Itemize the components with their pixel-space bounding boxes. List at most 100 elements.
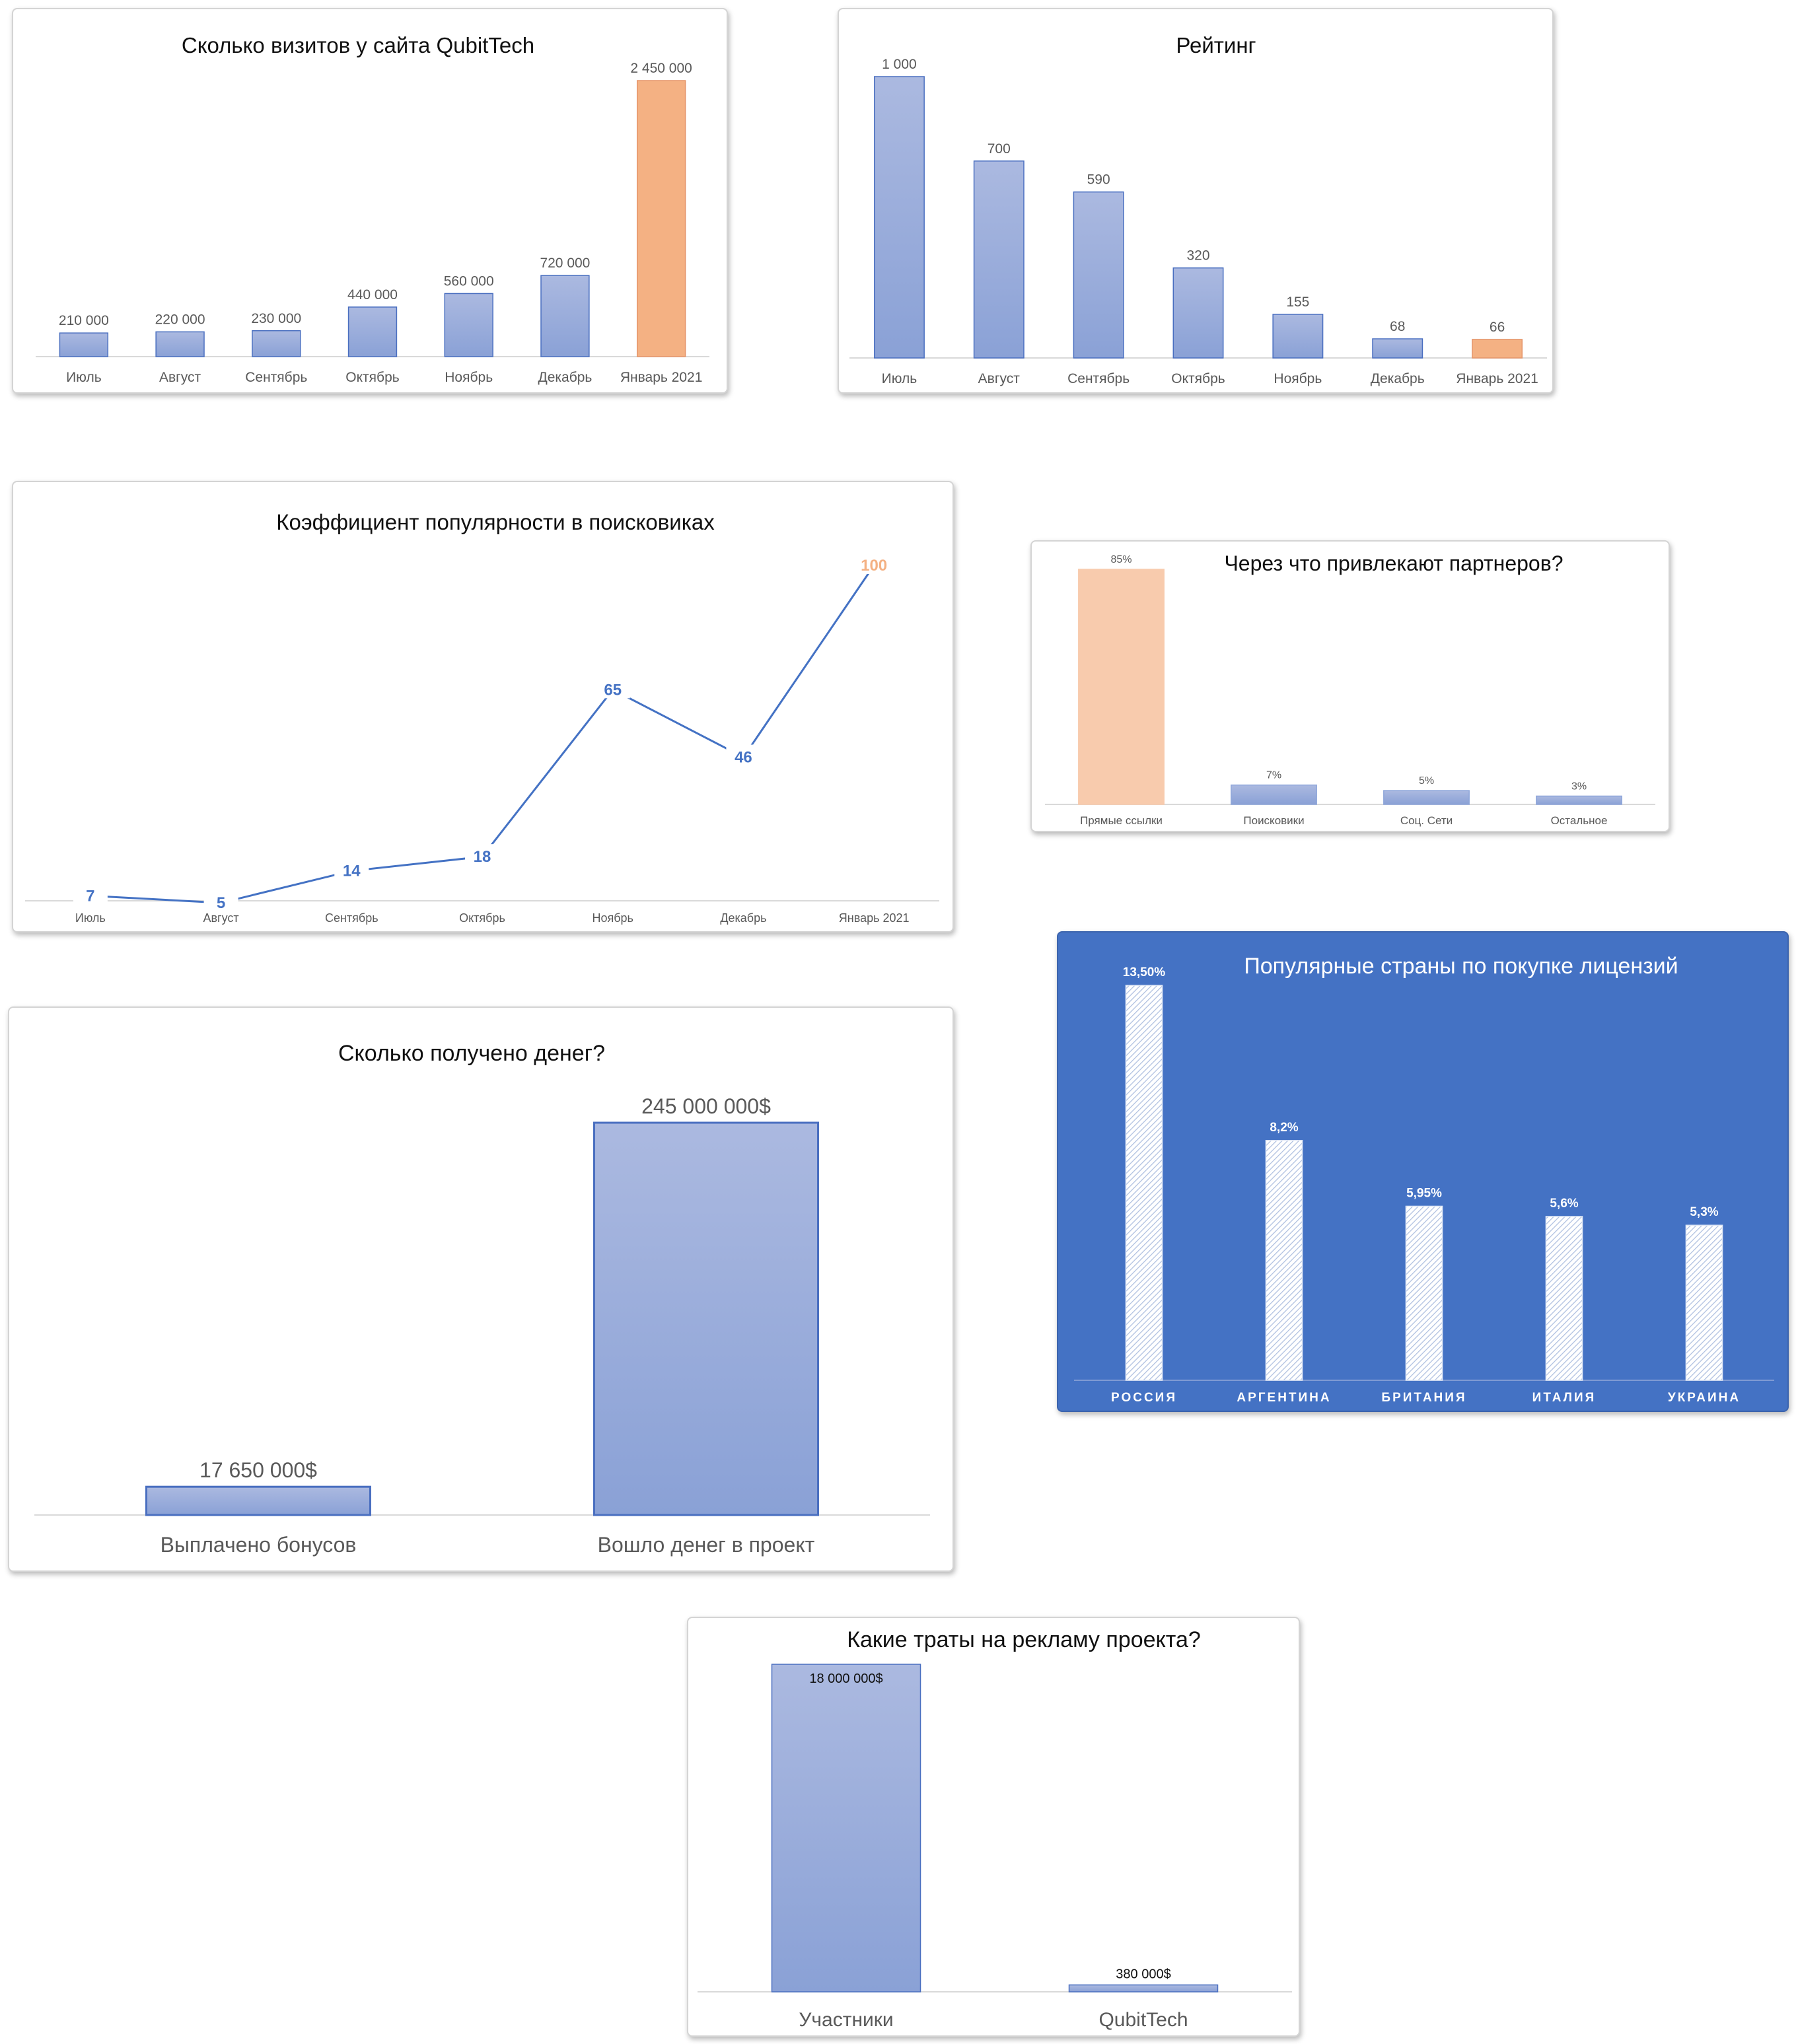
data-label: 7% xyxy=(1266,770,1281,781)
bar xyxy=(973,160,1025,359)
bar xyxy=(1078,569,1165,805)
data-label: 2 450 000 xyxy=(630,61,692,76)
x-tick-label: Поисковики xyxy=(1243,814,1304,827)
bar xyxy=(1265,1140,1303,1381)
data-label: 18 000 000$ xyxy=(809,1672,882,1686)
x-tick-label: Август xyxy=(159,370,201,385)
bar xyxy=(1372,338,1423,359)
search-chart: Коэффициент популярности в поисковиках 7… xyxy=(25,510,939,925)
data-label: 65 xyxy=(604,681,622,699)
visits-chart: Сколько визитов у сайта QubitTech 210 00… xyxy=(36,33,709,385)
bar xyxy=(1536,795,1622,805)
bar xyxy=(771,1664,921,1992)
data-label-bg xyxy=(73,883,108,905)
bar xyxy=(59,332,109,357)
bar xyxy=(1272,314,1324,359)
bar xyxy=(1125,985,1163,1381)
data-label: 1 000 xyxy=(882,57,917,72)
x-tick-label: Сентябрь xyxy=(1067,371,1130,386)
x-tick-label: Ноябрь xyxy=(1274,371,1322,386)
bar xyxy=(444,293,493,357)
x-tick-label: Август xyxy=(203,911,238,925)
x-tick-label: Вошло денег в проект xyxy=(598,1533,815,1557)
data-label: 320 xyxy=(1186,248,1209,264)
x-tick-label: Остальное xyxy=(1551,814,1608,827)
data-label: 68 xyxy=(1390,319,1405,334)
data-label: 210 000 xyxy=(59,313,109,328)
data-label: 85% xyxy=(1110,554,1132,565)
x-tick-label: Октябрь xyxy=(459,911,505,925)
countries-chart-card: Популярные страны по покупке лицензий 13… xyxy=(1057,931,1789,1412)
bar xyxy=(540,275,590,357)
money-chart: Сколько получено денег? 17 650 000$ Выпла… xyxy=(34,1041,930,1557)
bar xyxy=(1231,784,1317,805)
data-label: 220 000 xyxy=(155,312,205,327)
bar xyxy=(1383,790,1470,805)
data-label: 245 000 000$ xyxy=(641,1094,771,1118)
countries-chart: Популярные страны по покупке лицензий 13… xyxy=(1074,954,1774,1405)
chart-title: Рейтинг xyxy=(1176,33,1256,57)
x-tick-label: Выплачено бонусов xyxy=(161,1533,357,1557)
visits-chart-card: Сколько визитов у сайта QubitTech 210 00… xyxy=(12,8,728,394)
x-tick-label: БРИТАНИЯ xyxy=(1381,1391,1466,1405)
data-label: 5,95% xyxy=(1406,1186,1442,1200)
bar xyxy=(347,306,398,357)
partners-chart-card: Через что привлекают партнеров? 85% Прямы… xyxy=(1030,540,1670,832)
bar xyxy=(1073,191,1124,359)
x-tick-label: РОССИЯ xyxy=(1111,1391,1177,1405)
bar xyxy=(636,80,686,357)
data-label: 100 xyxy=(861,557,887,575)
bar xyxy=(1405,1205,1443,1381)
data-label: 230 000 xyxy=(251,311,301,326)
data-label: 5 xyxy=(217,894,225,912)
x-tick-label: Январь 2021 xyxy=(1456,371,1538,386)
bar xyxy=(1545,1216,1583,1381)
x-tick-label: QubitTech xyxy=(1098,2009,1188,2031)
data-label-bg xyxy=(857,553,892,574)
x-tick-label: Соц. Сети xyxy=(1400,814,1453,827)
chart-title: Через что привлекают партнеров? xyxy=(1224,551,1563,575)
data-label: 700 xyxy=(988,141,1011,157)
x-tick-label: Ноябрь xyxy=(445,370,493,385)
partners-chart: Через что привлекают партнеров? 85% Прямы… xyxy=(1045,551,1655,827)
data-label: 46 xyxy=(735,749,752,767)
data-label: 5,6% xyxy=(1550,1197,1578,1211)
bar xyxy=(873,76,925,359)
data-label-bg xyxy=(465,844,499,866)
data-label: 7 xyxy=(86,887,94,905)
x-tick-label: Декабрь xyxy=(720,911,766,925)
x-tick-label: Сентябрь xyxy=(245,370,307,385)
data-label: 5,3% xyxy=(1690,1205,1718,1219)
data-label: 3% xyxy=(1571,781,1587,792)
x-tick-label: Июль xyxy=(75,911,106,925)
bar xyxy=(252,330,301,357)
x-tick-label: ИТАЛИЯ xyxy=(1532,1391,1597,1405)
data-label: 14 xyxy=(343,863,361,880)
x-tick-label: Октябрь xyxy=(345,370,399,385)
x-tick-label: Январь 2021 xyxy=(620,370,703,385)
data-label-bg xyxy=(203,890,238,912)
chart-title: Сколько получено денег? xyxy=(338,1041,605,1066)
ads-chart: Какие траты на рекламу проекта? 18 000 0… xyxy=(698,1627,1292,2031)
x-tick-label: УКРАИНА xyxy=(1668,1391,1741,1405)
ads-chart-card: Какие траты на рекламу проекта? 18 000 0… xyxy=(687,1617,1300,2037)
data-label-bg xyxy=(595,677,630,699)
data-label: 560 000 xyxy=(444,273,494,289)
search-chart-card: Коэффициент популярности в поисковиках 7… xyxy=(12,481,954,933)
data-label: 17 650 000$ xyxy=(199,1458,317,1482)
x-tick-label: Участники xyxy=(799,2009,893,2031)
data-label: 155 xyxy=(1286,295,1309,310)
bar xyxy=(1068,1984,1219,1992)
x-tick-label: АРГЕНТИНА xyxy=(1237,1391,1331,1405)
data-label-bg xyxy=(726,744,761,766)
data-label: 380 000$ xyxy=(1116,1967,1170,1982)
data-label: 590 xyxy=(1087,172,1110,188)
bar xyxy=(145,1485,371,1516)
x-tick-label: Прямые ссылки xyxy=(1080,814,1163,827)
data-label: 8,2% xyxy=(1270,1121,1298,1135)
chart-title: Коэффициент популярности в поисковиках xyxy=(276,510,715,534)
x-tick-label: Январь 2021 xyxy=(839,911,910,925)
x-tick-label: Декабрь xyxy=(538,370,592,385)
data-label: 720 000 xyxy=(540,256,590,271)
bar xyxy=(1472,339,1523,359)
